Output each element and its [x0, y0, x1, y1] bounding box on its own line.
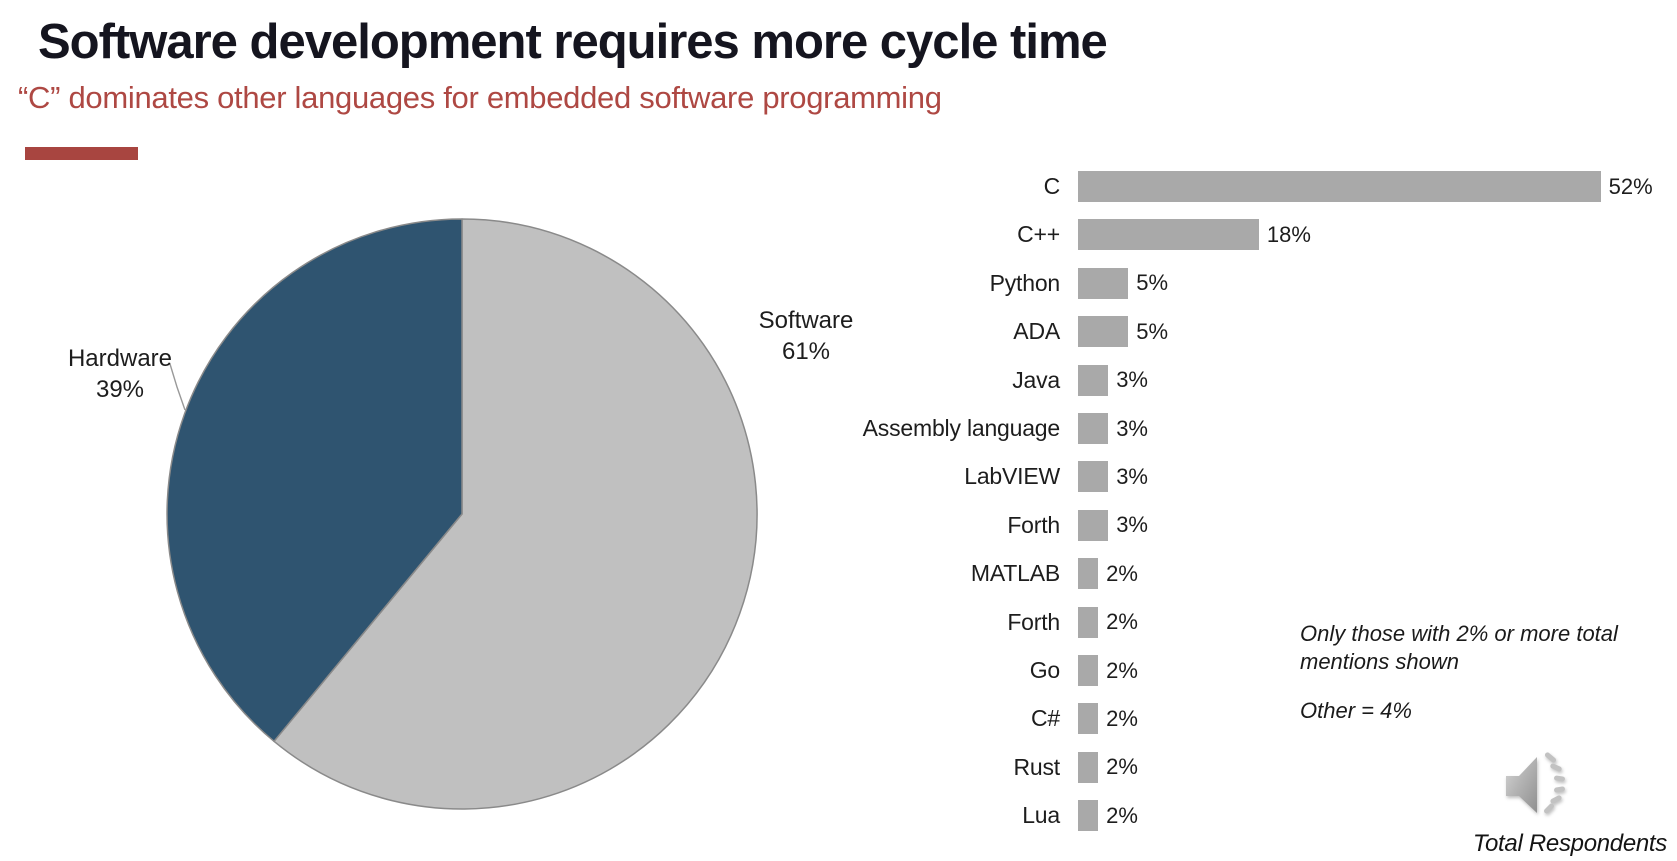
pie-label-hardware: Hardware 39% [45, 343, 195, 405]
page-title: Software development requires more cycle… [38, 15, 1108, 69]
footer-total-respondents: Total Respondents [1472, 830, 1667, 857]
bar-category-label: MATLAB [970, 560, 1060, 587]
bar-category-label: C++ [1017, 221, 1060, 248]
bar [1078, 219, 1259, 251]
bar-category-label: Go [1029, 657, 1060, 683]
bar-category-label: Rust [1013, 753, 1061, 780]
bar-row-c-: C# 2% [860, 703, 1138, 735]
pie-label-software: Software 61% [731, 305, 881, 367]
bar-row-go: Go 2% [860, 655, 1138, 686]
bar-value-label: 2% [1106, 754, 1138, 780]
bar-row-rust: Rust 2% [860, 751, 1138, 783]
filter-note-line2: mentions shown [1300, 649, 1459, 674]
bar [1078, 558, 1099, 590]
bar [1078, 509, 1109, 541]
bar [1078, 364, 1109, 396]
bar-row-assembly-language: Assembly language 3% [860, 413, 1148, 444]
bar-row-lua: Lua 2% [860, 800, 1138, 832]
bar-category-label: LabVIEW [964, 463, 1060, 490]
pie-label-hardware-name: Hardware [67, 345, 173, 372]
bar-category-label: ADA [1013, 318, 1060, 345]
bar [1078, 461, 1109, 493]
bar-row-matlab: MATLAB 2% [860, 558, 1138, 590]
filter-note: Only those with 2% or more total mention… [1300, 620, 1640, 676]
bar-row-forth: Forth 2% [860, 606, 1138, 638]
sound-waves [1544, 752, 1565, 814]
bar-row-python: Python 5% [860, 267, 1169, 299]
bar-value-label: 2% [1106, 609, 1138, 635]
bar-row-c: C 52% [860, 171, 1653, 202]
bar [1078, 267, 1129, 299]
bar-category-label: Java [1012, 366, 1060, 393]
bar [1078, 655, 1099, 686]
pie-label-software-value: 61% [781, 338, 831, 365]
pie-chart [166, 218, 758, 810]
bar-value-label: 3% [1116, 367, 1148, 393]
bar-row-ada: ADA 5% [860, 316, 1169, 348]
bar-value-label: 2% [1106, 705, 1138, 731]
pie-label-software-name: Software [758, 307, 854, 334]
bar-value-label: 18% [1266, 221, 1311, 247]
bar [1078, 316, 1129, 348]
bar-value-label: 5% [1136, 270, 1169, 296]
hardware-label-leader-line [169, 363, 186, 411]
bar-value-label: 5% [1136, 318, 1169, 344]
bar-row-c-: C++ 18% [860, 219, 1311, 251]
bar [1078, 413, 1109, 444]
pie-slice-hardware [166, 218, 463, 743]
bar [1078, 751, 1099, 783]
bar-category-label: C [1043, 173, 1061, 199]
bar-value-label: 3% [1116, 415, 1148, 441]
bar [1078, 703, 1099, 735]
filter-note-line1: Only those with 2% or more total [1300, 621, 1618, 646]
bar-chart: C 52% C++ 18% Python 5% ADA 5% Java 3% Assembly la… [860, 171, 1670, 851]
bar-category-label: Python [989, 269, 1061, 296]
bar-category-label: Forth [1007, 511, 1060, 538]
bar-row-java: Java 3% [860, 364, 1148, 396]
speaker-icon[interactable] [1500, 751, 1576, 819]
page-subtitle: “C” dominates other languages for embedd… [18, 80, 942, 115]
pie-label-hardware-value: 39% [95, 376, 145, 403]
speaker-horn [1506, 757, 1537, 813]
bar-category-label: Assembly language [862, 415, 1061, 441]
bar-value-label: 2% [1106, 802, 1138, 828]
bar-value-label: 2% [1106, 560, 1138, 586]
bar-value-label: 3% [1116, 463, 1148, 489]
bar [1078, 171, 1601, 202]
bar-value-label: 3% [1116, 512, 1148, 538]
bar [1078, 800, 1099, 832]
pie-slice-software [273, 218, 758, 810]
bar-category-label: C# [1030, 705, 1060, 732]
bar-row-forth: Forth 3% [860, 509, 1148, 541]
accent-rule [25, 147, 138, 160]
bar-category-label: Forth [1007, 608, 1060, 635]
bar-category-label: Lua [1022, 802, 1060, 829]
bar-row-labview: LabVIEW 3% [860, 461, 1148, 493]
bar-value-label: 2% [1106, 657, 1138, 683]
bar [1078, 606, 1099, 638]
bar-value-label: 52% [1608, 173, 1653, 199]
other-note: Other = 4% [1300, 698, 1412, 723]
